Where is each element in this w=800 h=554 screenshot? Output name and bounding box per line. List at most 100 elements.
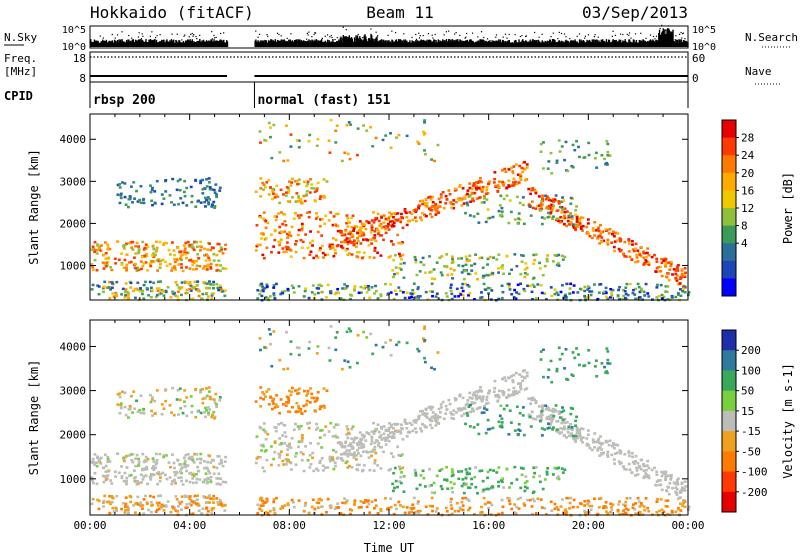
velocity-cell xyxy=(540,506,544,509)
power-cell xyxy=(208,186,212,189)
power-cell xyxy=(208,242,212,245)
velocity-cell xyxy=(659,483,663,487)
velocity-cell xyxy=(619,452,622,455)
power-cell xyxy=(376,297,380,300)
noise-dot xyxy=(630,37,632,39)
power-cell xyxy=(475,188,479,191)
velocity-cell xyxy=(300,440,304,443)
noise-bar xyxy=(489,42,492,47)
velocity-cell xyxy=(139,473,143,476)
noise-bar xyxy=(298,39,300,47)
power-cell xyxy=(583,285,587,289)
velocity-cell xyxy=(589,508,593,512)
power-cell xyxy=(335,244,339,248)
power-cell xyxy=(488,180,491,183)
velocity-cell xyxy=(400,453,404,456)
power-cell xyxy=(523,275,527,279)
velocity-cell xyxy=(152,460,156,463)
power-cell xyxy=(609,296,612,299)
power-cell xyxy=(295,139,299,142)
velocity-cell xyxy=(464,468,468,471)
noise-bar xyxy=(403,39,405,47)
noise-bar xyxy=(140,39,142,47)
velocity-cell xyxy=(186,495,189,498)
noise-bar xyxy=(585,42,587,47)
power-cell xyxy=(469,200,473,203)
power-cell xyxy=(564,140,568,144)
power-cell xyxy=(630,239,634,243)
power-cell xyxy=(384,282,387,286)
power-cell xyxy=(183,194,187,198)
power-cell xyxy=(530,188,534,192)
noise-bar xyxy=(421,41,424,47)
velocity-cell xyxy=(286,458,290,462)
power-cell xyxy=(420,199,424,203)
noise-bar xyxy=(186,40,188,47)
velocity-cell xyxy=(145,467,149,471)
velocity-cell xyxy=(554,404,558,407)
noise-panel-frame xyxy=(89,25,689,49)
noise-bar xyxy=(605,39,608,47)
velocity-cell xyxy=(259,504,263,507)
power-cell xyxy=(91,283,95,287)
noise-bar xyxy=(152,40,155,47)
noise-bar xyxy=(297,41,299,47)
velocity-cell xyxy=(567,425,571,429)
power-cell xyxy=(222,289,226,293)
power-cell xyxy=(300,246,304,249)
noise-bar xyxy=(369,39,371,47)
noise-dot xyxy=(155,37,157,39)
power-cell xyxy=(106,261,110,264)
noise-bar xyxy=(436,42,438,47)
velocity-cell xyxy=(421,413,425,416)
velocity-cell xyxy=(537,405,541,408)
velocity-cell xyxy=(184,506,188,510)
power-cell xyxy=(586,285,590,288)
velocity-cell xyxy=(195,457,199,461)
power-cell xyxy=(558,221,562,224)
power-cell xyxy=(415,273,419,277)
velocity-cell xyxy=(154,510,158,514)
velocity-cell xyxy=(586,429,590,432)
power-cell xyxy=(98,245,101,248)
noise-bar xyxy=(489,40,491,47)
noise-bar xyxy=(393,41,395,47)
power-cell xyxy=(634,287,638,291)
power-cell xyxy=(424,197,428,201)
velocity-cell xyxy=(534,399,538,403)
velocity-cell xyxy=(120,390,124,394)
power-cell xyxy=(105,286,109,289)
velocity-cell xyxy=(138,408,142,412)
noise-dot xyxy=(504,33,507,35)
power-panel-frame xyxy=(89,113,689,301)
noise-dot xyxy=(142,35,144,37)
velocity-cell xyxy=(546,416,550,419)
power-cell xyxy=(524,262,528,265)
power-cell xyxy=(583,296,587,300)
velocity-cell xyxy=(637,500,641,503)
power-cell xyxy=(278,231,282,235)
velocity-cell xyxy=(106,458,110,461)
power-cell xyxy=(643,262,646,265)
velocity-cell xyxy=(221,464,225,468)
noise-bar xyxy=(581,40,583,47)
power-cell xyxy=(289,184,293,187)
noise-dot xyxy=(149,35,151,38)
power-cell xyxy=(360,230,364,234)
velocity-cell xyxy=(361,443,365,446)
power-cell xyxy=(468,193,472,197)
velocity-cell xyxy=(540,410,544,413)
power-cell xyxy=(473,191,477,195)
power-cell xyxy=(550,294,554,298)
velocity-cell xyxy=(359,440,363,444)
power-cell xyxy=(193,285,197,289)
noise-bar xyxy=(409,40,411,47)
power-cell xyxy=(423,152,427,156)
power-cell xyxy=(402,276,406,280)
velocity-cell xyxy=(497,395,501,399)
velocity-cell xyxy=(677,508,680,511)
velocity-cell xyxy=(358,431,362,434)
power-cell xyxy=(516,222,520,225)
power-cell xyxy=(606,154,610,157)
power-cell xyxy=(282,250,286,254)
